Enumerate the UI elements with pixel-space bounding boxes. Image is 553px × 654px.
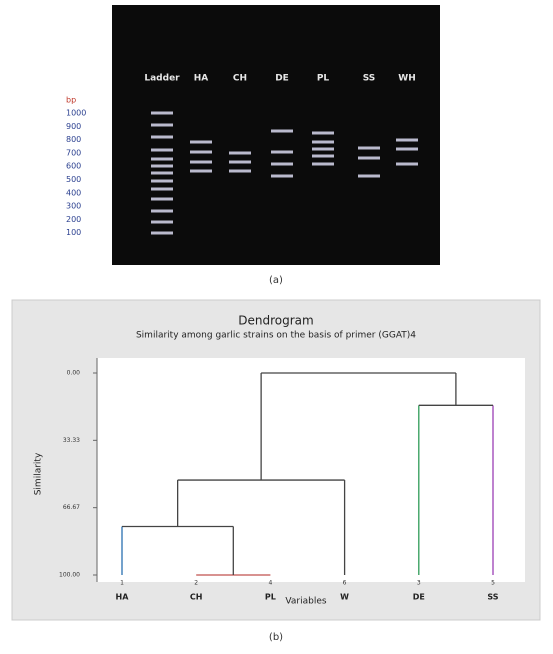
size-label: 600	[66, 162, 81, 171]
chart-subtitle: Similarity among garlic strains on the b…	[136, 331, 416, 341]
band	[151, 198, 173, 201]
leaf-label: SS	[487, 593, 498, 602]
band	[190, 161, 212, 164]
figure: (a) Dendrogram Similarity among garlic s…	[0, 0, 553, 650]
band	[151, 158, 173, 161]
size-label: 300	[66, 202, 81, 211]
band	[190, 151, 212, 154]
band	[312, 163, 334, 166]
band	[271, 163, 293, 166]
band	[151, 124, 173, 127]
size-label: 500	[66, 175, 81, 184]
band	[271, 151, 293, 154]
size-label: 1000	[66, 109, 86, 118]
band	[229, 152, 251, 155]
y-tick-label: 100.00	[59, 572, 80, 579]
band	[312, 155, 334, 158]
unit-label: bp	[66, 96, 76, 105]
band	[151, 112, 173, 115]
y-tick-label: 66.67	[63, 504, 80, 511]
band	[151, 136, 173, 139]
band	[396, 148, 418, 151]
gel-image	[112, 5, 440, 265]
band	[358, 147, 380, 150]
y-tick-label: 0.00	[67, 370, 81, 377]
band	[151, 232, 173, 235]
band	[151, 188, 173, 191]
size-label: 200	[66, 215, 81, 224]
band	[190, 170, 212, 173]
band	[151, 221, 173, 224]
leaf-label: DE	[413, 593, 425, 602]
leaf-number: 6	[343, 580, 347, 587]
band	[312, 141, 334, 144]
size-label: 900	[66, 122, 81, 131]
leaf-number: 4	[268, 580, 272, 587]
band	[312, 148, 334, 151]
chart-title: Dendrogram	[238, 314, 313, 328]
band	[358, 157, 380, 160]
leaf-label: HA	[116, 593, 130, 602]
leaf-number: 1	[120, 580, 124, 587]
leaf-number: 5	[491, 580, 495, 587]
band	[271, 130, 293, 133]
band	[151, 172, 173, 175]
leaf-label: PL	[265, 593, 276, 602]
y-axis-label: Similarity	[34, 452, 44, 495]
lane-label: WH	[398, 74, 415, 84]
band	[151, 180, 173, 183]
band	[312, 132, 334, 135]
band	[271, 175, 293, 178]
band	[358, 175, 380, 178]
caption: (b)	[269, 632, 283, 643]
lane-label: HA	[194, 74, 209, 84]
band	[151, 149, 173, 152]
x-axis-label: Variables	[285, 597, 326, 607]
band	[396, 163, 418, 166]
leaf-number: 2	[194, 580, 198, 587]
lane-label: PL	[317, 74, 330, 84]
leaf-label: W	[340, 593, 349, 602]
caption: (a)	[269, 275, 283, 286]
lane-label: Ladder	[144, 74, 180, 84]
lane-label: DE	[275, 74, 289, 84]
size-label: 800	[66, 135, 81, 144]
lane-label: CH	[233, 74, 247, 84]
band	[151, 210, 173, 213]
band	[229, 170, 251, 173]
band	[190, 141, 212, 144]
size-label: 700	[66, 148, 81, 157]
size-label: 100	[66, 228, 81, 237]
band	[396, 139, 418, 142]
plot-area	[97, 358, 525, 582]
size-label: 400	[66, 188, 81, 197]
y-tick-label: 33.33	[63, 437, 80, 444]
band	[229, 161, 251, 164]
leaf-label: CH	[190, 593, 203, 602]
leaf-number: 3	[417, 580, 421, 587]
lane-label: SS	[363, 74, 376, 84]
band	[151, 165, 173, 168]
